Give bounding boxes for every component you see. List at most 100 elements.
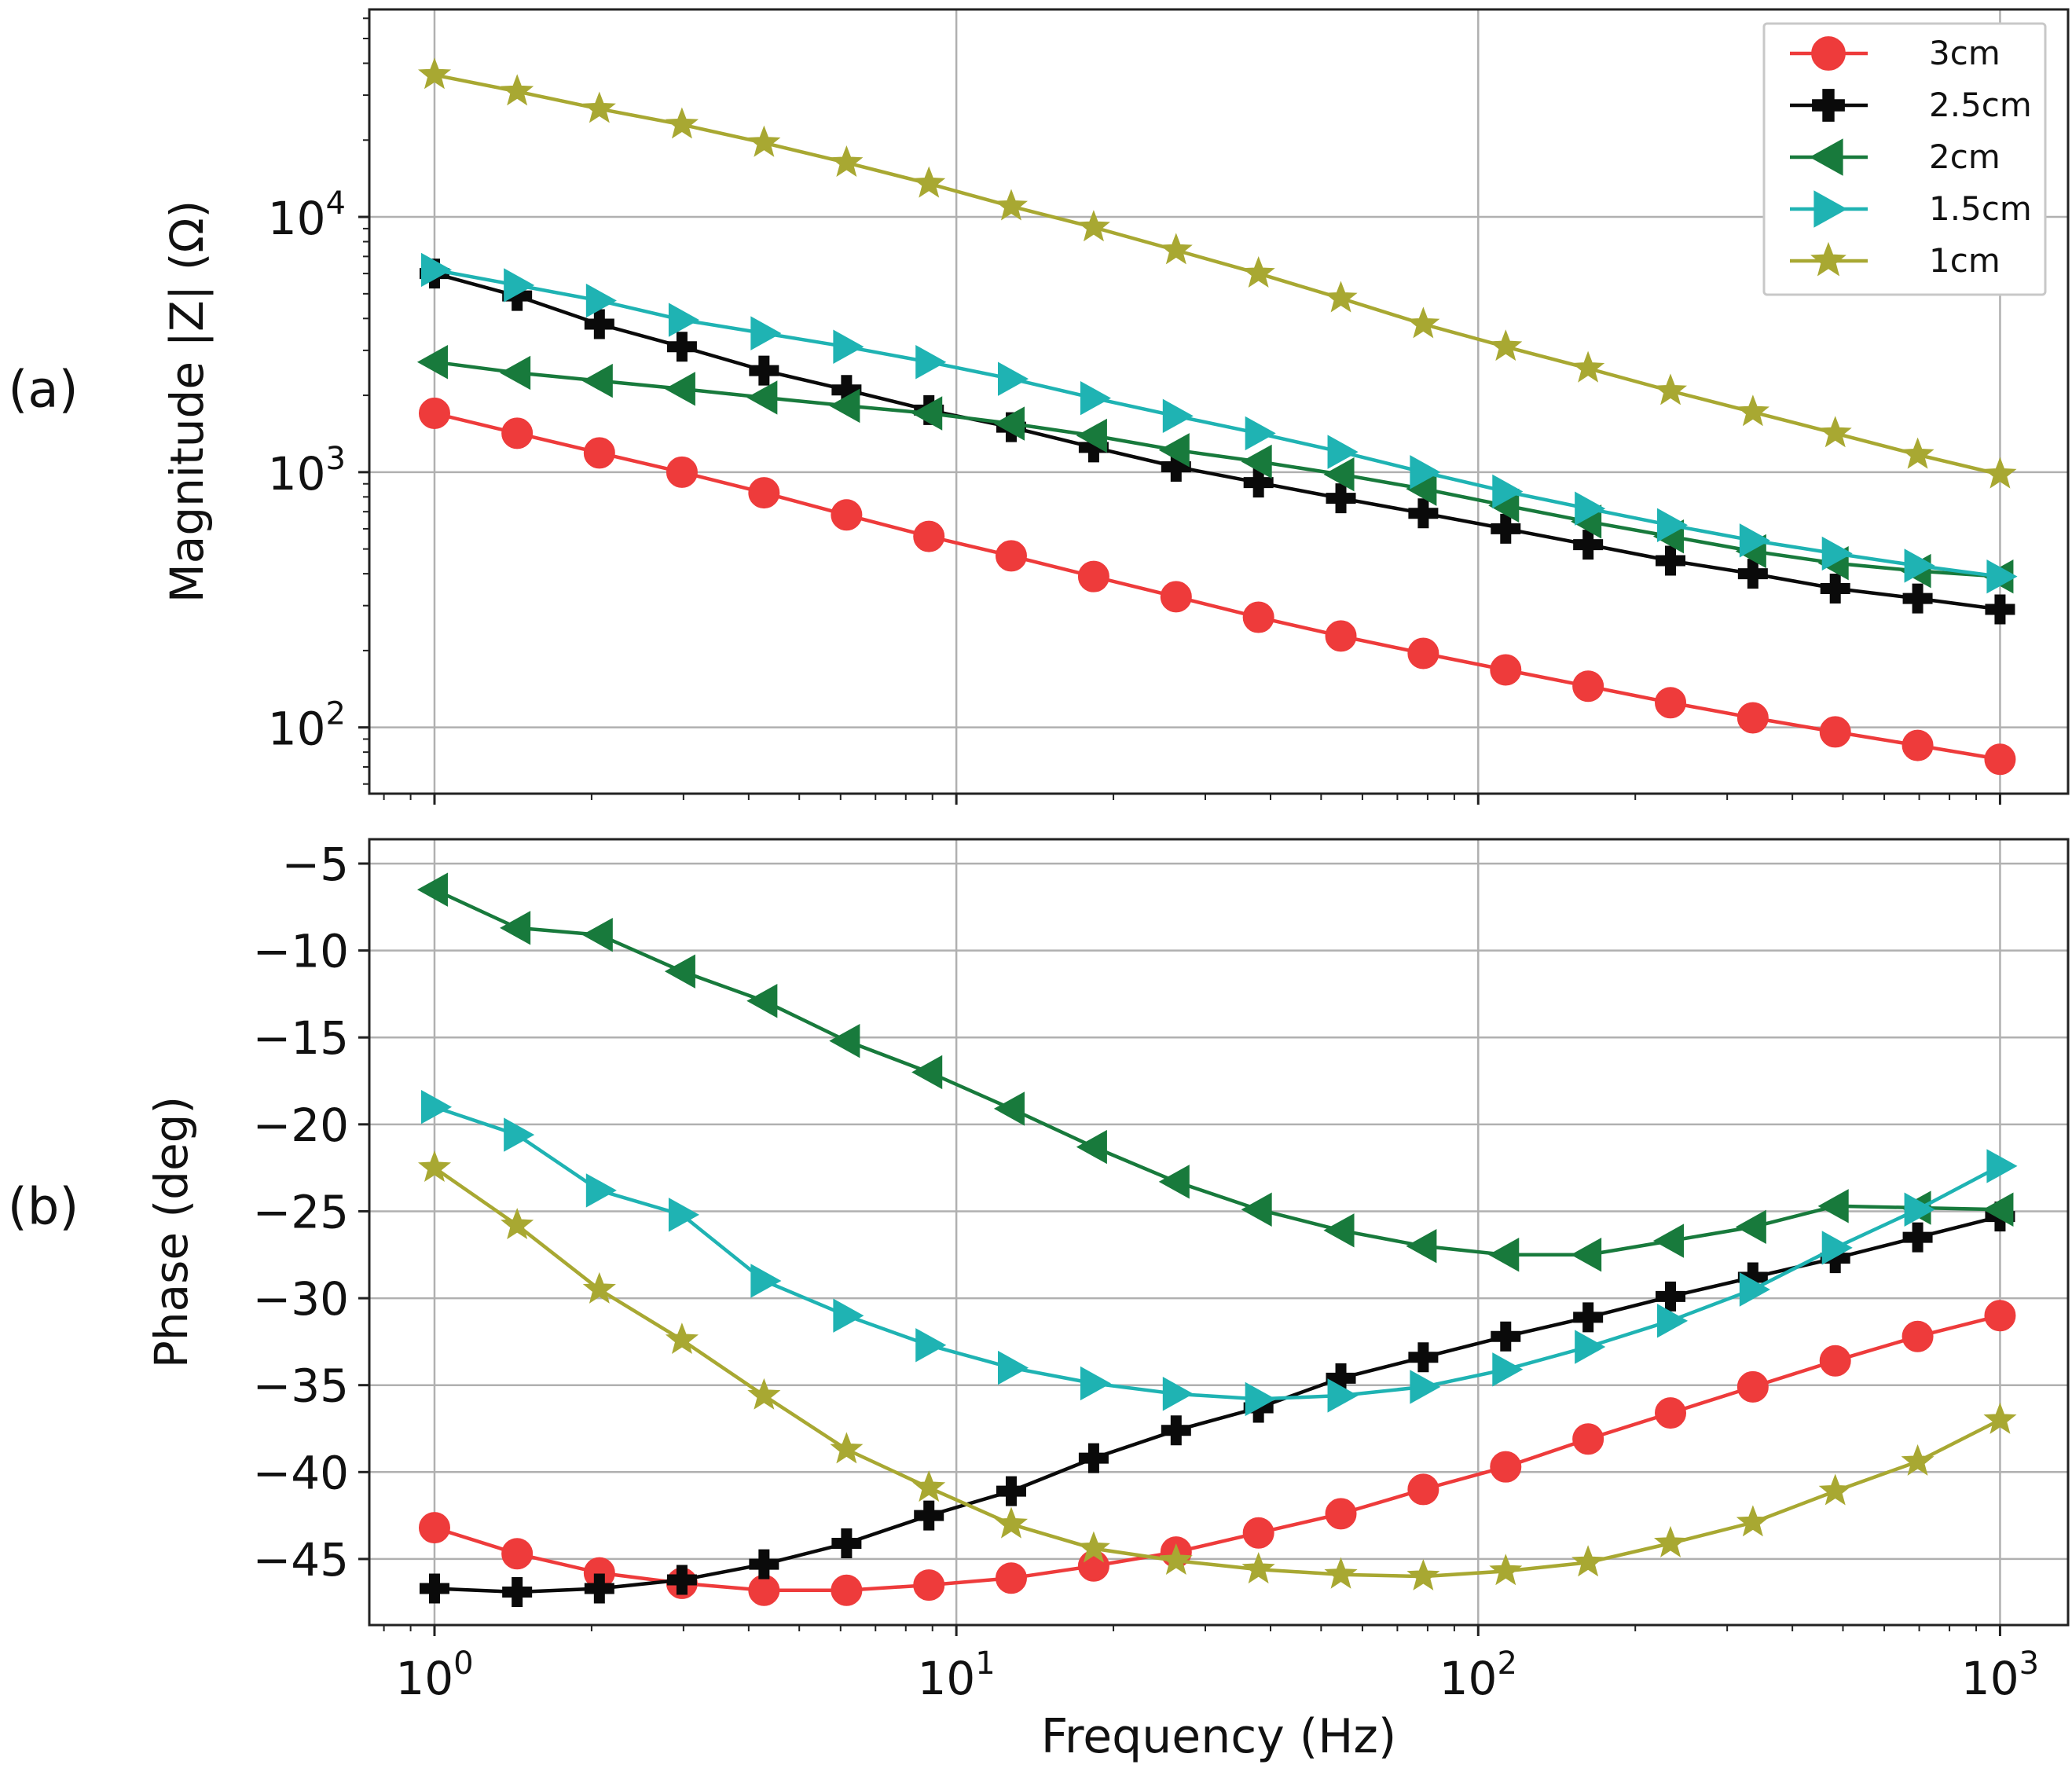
phase-series <box>416 872 2018 1607</box>
frequency-x-axis-label: Frequency (Hz) <box>1041 1709 1396 1764</box>
magnitude-point-1-5cm <box>420 252 453 288</box>
magnitude-point-2-5cm <box>1573 530 1604 560</box>
magnitude-point-2-5cm <box>666 332 697 362</box>
phase-point-1cm <box>1901 1444 1934 1476</box>
magnitude-point-2-5cm <box>1985 594 2015 625</box>
magnitude-point-1cm <box>1159 233 1193 265</box>
magnitude-line-2cm <box>434 360 2000 578</box>
magnitude-point-3cm <box>1407 637 1439 670</box>
magnitude-point-1cm <box>501 74 534 106</box>
phase-point-1cm <box>1653 1525 1688 1557</box>
magnitude-point-3cm <box>1490 654 1522 686</box>
phase-point-1-5cm <box>585 1173 617 1208</box>
magnitude-point-2-5cm <box>1161 451 1191 482</box>
phase-point-2-5cm <box>1656 1281 1686 1312</box>
magnitude-point-3cm <box>501 417 534 449</box>
phase-point-2-5cm <box>419 1573 449 1604</box>
magnitude-point-2cm <box>993 406 1025 441</box>
legend-box <box>1762 22 2047 296</box>
phase-point-1cm <box>665 1323 699 1354</box>
phase-point-1cm <box>1983 1402 2017 1434</box>
magnitude-point-1cm <box>1076 210 1110 242</box>
magnitude-point-3cm <box>831 499 863 531</box>
magnitude-point-1cm <box>1653 373 1688 405</box>
phase-ticks: 100 101 102 103−5−10−15−20−25−30−35−40−45 <box>253 838 2039 1705</box>
y-tick-label: −15 <box>253 1011 349 1065</box>
magnitude-point-2cm <box>829 388 860 424</box>
magnitude-axes-frame <box>368 8 2070 795</box>
magnitude-point-2-5cm <box>584 309 614 339</box>
phase-point-2-5cm <box>1161 1415 1191 1446</box>
magnitude-point-2-5cm <box>1737 559 1768 589</box>
phase-point-1cm <box>994 1506 1029 1539</box>
magnitude-point-3cm <box>1077 560 1109 592</box>
magnitude-point-1cm <box>1901 437 1934 469</box>
phase-point-3cm <box>1572 1423 1604 1455</box>
legend-label-1-5cm: 1.5cm <box>1929 189 2032 228</box>
phase-point-2-5cm <box>1820 1243 1850 1274</box>
phase-point-1-5cm <box>420 1090 453 1124</box>
magnitude-point-2-5cm <box>1820 573 1850 604</box>
panel-label-a: (a) <box>8 361 78 420</box>
magnitude-point-3cm <box>1160 581 1192 613</box>
legend-marker-1cm <box>1810 241 1846 277</box>
phase-point-2cm <box>1076 1129 1107 1165</box>
magnitude-point-3cm <box>995 540 1027 572</box>
phase-point-1cm <box>1076 1531 1110 1563</box>
magnitude-point-1-5cm <box>1492 474 1524 509</box>
phase-point-1cm <box>830 1432 864 1464</box>
phase-point-2cm <box>500 911 531 945</box>
phase-y-axis-label: Phase (deg) <box>145 1096 198 1368</box>
magnitude-point-2-5cm <box>749 355 779 386</box>
magnitude-point-1-5cm <box>997 361 1029 396</box>
phase-point-3cm <box>1901 1320 1934 1352</box>
phase-point-1cm <box>582 1271 616 1304</box>
magnitude-point-2cm <box>911 396 943 431</box>
phase-point-1-5cm <box>504 1117 535 1152</box>
x-tick-label: 100 <box>395 1645 473 1705</box>
panel-label-b: (b) <box>8 1179 79 1237</box>
phase-point-1-5cm <box>997 1350 1029 1385</box>
magnitude-point-2-5cm <box>831 375 862 405</box>
magnitude-point-2cm <box>664 372 695 406</box>
phase-point-2cm <box>1406 1228 1437 1264</box>
y-tick-label: −40 <box>253 1446 349 1499</box>
magnitude-line-1-5cm <box>434 268 2000 578</box>
phase-point-1cm <box>747 1378 781 1410</box>
magnitude-point-1-5cm <box>1080 380 1111 416</box>
magnitude-point-3cm <box>418 398 450 430</box>
magnitude-point-1-5cm <box>1162 398 1194 434</box>
phase-point-3cm <box>501 1538 534 1570</box>
magnitude-point-1cm <box>747 125 781 157</box>
magnitude-point-2-5cm <box>1408 498 1439 529</box>
magnitude-point-1-5cm <box>1575 491 1606 526</box>
phase-point-1cm <box>417 1150 452 1183</box>
phase-point-3cm <box>995 1562 1027 1594</box>
magnitude-point-1cm <box>1324 281 1358 313</box>
phase-point-2-5cm <box>1902 1222 1933 1253</box>
magnitude-series-3cm <box>418 398 2016 776</box>
magnitude-point-2-5cm <box>1491 513 1521 544</box>
phase-point-1-5cm <box>1575 1330 1606 1364</box>
phase-point-1-5cm <box>915 1328 947 1363</box>
legend-marker-2cm <box>1809 138 1843 176</box>
phase-grid <box>369 839 2068 1625</box>
phase-point-1-5cm <box>1245 1381 1276 1417</box>
phase-point-2-5cm <box>996 1476 1026 1506</box>
magnitude-point-3cm <box>1325 620 1357 652</box>
magnitude-y-axis-label: Magnitude |Z| (Ω) <box>160 200 214 604</box>
phase-point-1-5cm <box>1904 1192 1935 1227</box>
magnitude-point-1-5cm <box>833 329 864 364</box>
phase-point-2cm <box>1652 1224 1685 1258</box>
phase-point-2cm <box>581 917 613 952</box>
magnitude-point-3cm <box>1572 670 1604 703</box>
phase-point-2cm <box>1158 1165 1190 1199</box>
phase-line-2cm <box>434 888 2000 1257</box>
y-tick-label: −5 <box>282 838 350 891</box>
magnitude-point-2-5cm <box>1902 583 1933 614</box>
magnitude-point-1cm <box>912 166 946 198</box>
phase-point-3cm <box>913 1569 945 1601</box>
phase-point-3cm <box>748 1574 780 1606</box>
phase-point-1-5cm <box>1410 1370 1441 1404</box>
magnitude-point-2cm <box>1158 433 1190 468</box>
